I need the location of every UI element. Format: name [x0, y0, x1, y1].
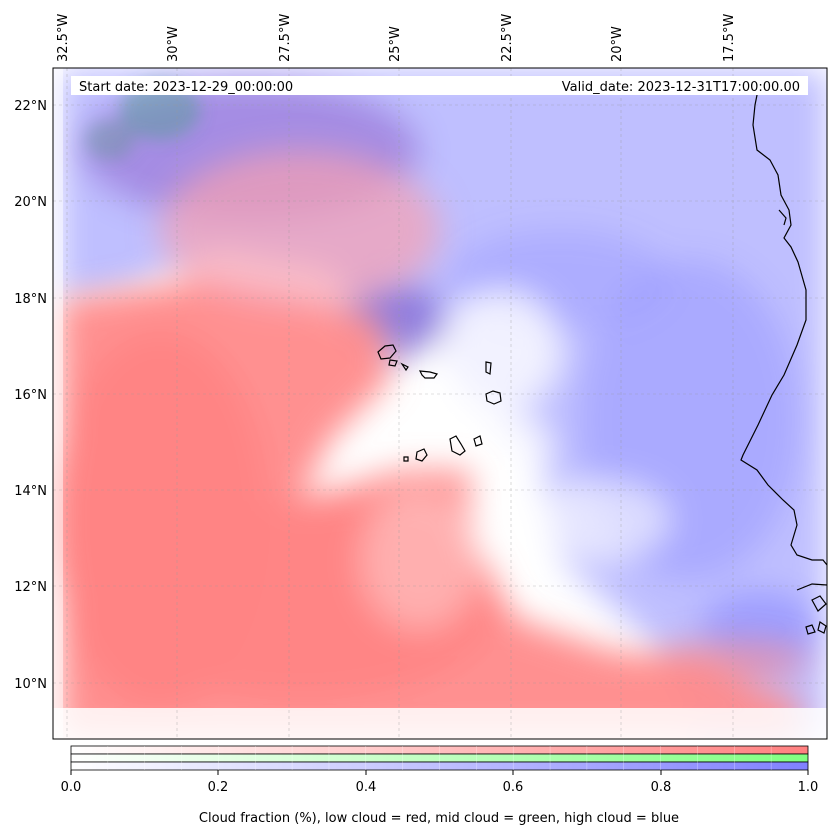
colorbar-label: Cloud fraction (%), low cloud = red, mid… — [199, 811, 679, 826]
map-frame — [52, 67, 828, 740]
lat-label: 10°N — [14, 677, 47, 692]
colorbar-tick-label: 1.0 — [798, 780, 819, 795]
cape-verde-islands — [377, 344, 502, 462]
lat-label: 22°N — [14, 99, 47, 114]
gridlines — [53, 68, 827, 739]
colorbar-ticks — [70, 770, 809, 775]
lat-label: 20°N — [14, 195, 47, 210]
colorbar-tick-label: 0.8 — [651, 780, 672, 795]
start-date-label: Start date: 2023-12-29_00:00:00 — [79, 80, 293, 95]
colorbar-tick-label: 0.2 — [208, 780, 229, 795]
lon-label: 27.5°W — [278, 14, 293, 62]
colorbar-tick-label: 0.4 — [356, 780, 377, 795]
lat-label: 18°N — [14, 292, 47, 307]
lat-label: 14°N — [14, 484, 47, 499]
colorbar-tick-label: 0.6 — [503, 780, 524, 795]
longitude-labels: 32.5°W 30°W 27.5°W 25°W 22.5°W 20°W 17.5… — [56, 14, 737, 62]
valid-date-label: Valid_date: 2023-12-31T17:00:00.00 — [562, 80, 800, 95]
lat-label: 12°N — [14, 580, 47, 595]
map-area[interactable]: Start date: 2023-12-29_00:00:00 Valid_da… — [50, 68, 827, 739]
date-header-bar — [71, 76, 808, 95]
latitude-labels: 22°N 20°N 18°N 16°N 14°N 12°N 10°N — [14, 99, 47, 692]
colorbar-tick-label: 0.0 — [61, 780, 82, 795]
lon-label: 20°W — [610, 26, 625, 62]
lon-label: 30°W — [166, 26, 181, 62]
lon-label: 25°W — [388, 26, 403, 62]
colorbar: 0.0 0.2 0.4 0.6 0.8 1.0 Cloud fraction (… — [61, 745, 819, 826]
lon-label: 17.5°W — [722, 14, 737, 62]
coastline — [740, 89, 827, 635]
low-cloud-layer — [53, 150, 810, 739]
lon-label: 22.5°W — [500, 14, 515, 62]
lat-label: 16°N — [14, 388, 47, 403]
lon-label: 32.5°W — [56, 14, 71, 62]
